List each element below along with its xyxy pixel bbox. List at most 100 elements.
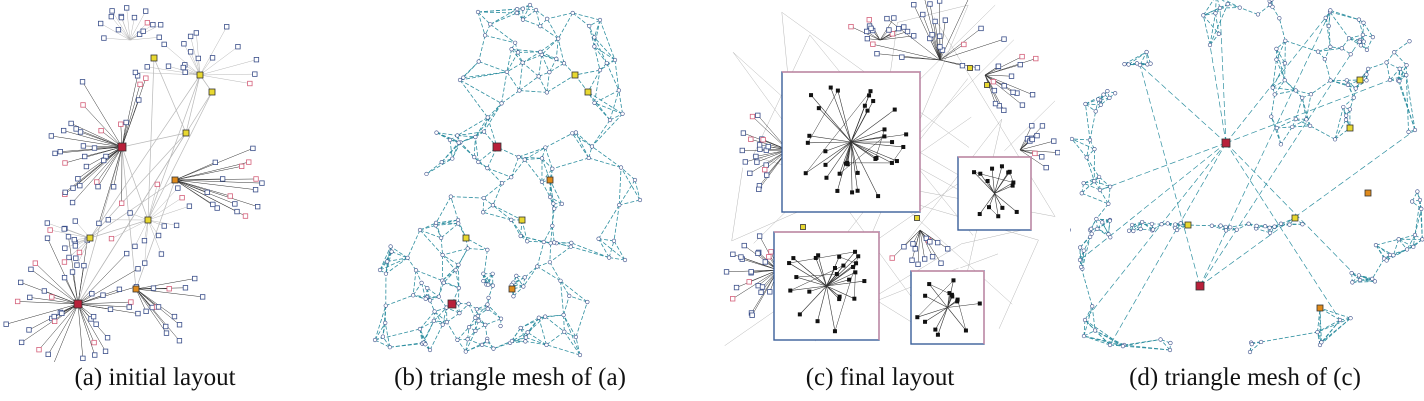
inner-node (996, 214, 1001, 219)
mesh-vertex (461, 75, 466, 80)
inner-node (823, 162, 828, 167)
leaf-node (738, 254, 744, 260)
leaf-node (756, 233, 763, 239)
leaf-node (27, 294, 33, 301)
mesh-vertex (550, 166, 555, 171)
mesh-vertex (1092, 179, 1097, 184)
mesh-vertex (1300, 95, 1305, 100)
leaf-node (90, 313, 97, 320)
inner-node (815, 319, 820, 324)
leaf-node (182, 285, 189, 291)
mesh-vertex (450, 156, 455, 161)
mesh-vertex (1397, 78, 1402, 84)
inner-node (835, 188, 840, 193)
mesh-vertex (424, 171, 429, 177)
hub-yellow-node (518, 216, 526, 224)
leaf-node (974, 65, 981, 71)
leaf-node (131, 14, 138, 21)
inner-node (923, 293, 928, 298)
mesh-vertex (481, 278, 486, 284)
mesh-vertex (556, 36, 561, 41)
leaf-node (158, 22, 164, 28)
mesh-vertex (1274, 57, 1279, 62)
mesh-vertex (1370, 276, 1375, 281)
mesh-vertex (472, 154, 477, 160)
leaf-node (911, 2, 917, 8)
leaf-node (1001, 83, 1007, 89)
hub-yellow-node (584, 88, 592, 96)
mesh-vertex (1138, 226, 1143, 232)
inner-node (837, 171, 842, 176)
leaf-node (70, 185, 76, 191)
mesh-vertex (1404, 247, 1410, 252)
leaf-node (758, 289, 764, 295)
inner-node (868, 89, 873, 94)
inner-node (852, 296, 857, 301)
leaf-node (864, 36, 870, 42)
leaf-node (150, 285, 157, 291)
mesh-vertex (514, 273, 519, 279)
leaf-node (101, 35, 107, 41)
mesh-vertex (525, 330, 530, 335)
mesh-vertex (440, 322, 445, 327)
mesh-vertex (570, 10, 575, 16)
leaf-node (81, 262, 87, 269)
mesh-vertex (570, 131, 575, 136)
inner-node (807, 133, 812, 138)
leaf-node (132, 69, 139, 76)
mesh-vertex (1322, 56, 1327, 62)
mesh-vertex (1347, 107, 1352, 112)
leaf-node (143, 75, 149, 81)
mesh-vertex (592, 100, 597, 106)
leaf-node (92, 352, 98, 358)
mesh-vertex (607, 117, 613, 123)
leaf-node (128, 299, 134, 305)
mesh-vertex (453, 268, 458, 273)
mesh-vertex (463, 349, 468, 354)
inner-node (892, 107, 897, 112)
leaf-node (136, 97, 142, 103)
mesh-vertex (547, 70, 552, 75)
mesh-vertex (466, 301, 471, 306)
mesh-vertex (498, 316, 504, 321)
mesh-vertex (1274, 46, 1279, 51)
leaf-node (89, 291, 95, 297)
leaf-node (49, 294, 55, 300)
mesh-vertex (596, 236, 601, 241)
mesh-vertex (389, 249, 394, 254)
mesh-vertex (1406, 129, 1411, 134)
mesh-vertex (637, 197, 643, 203)
mesh-vertex (1269, 114, 1274, 119)
leaf-node (942, 17, 948, 23)
mesh-vertex (1209, 223, 1214, 228)
mesh-vertex (1328, 78, 1333, 83)
mesh-vertex (509, 217, 514, 222)
mesh-vertex (1106, 232, 1111, 237)
leaf-node (757, 146, 763, 152)
leaf-node (73, 255, 79, 261)
mesh-vertex (1097, 187, 1103, 193)
leaf-node (978, 25, 984, 32)
mesh-vertex (440, 252, 445, 258)
leaf-node (127, 210, 133, 216)
mesh-vertex (612, 57, 618, 63)
mesh-vertex (1081, 181, 1086, 186)
inner-node (904, 132, 909, 137)
mesh-vertex (1384, 258, 1389, 263)
mesh-vertex (1397, 66, 1402, 71)
mesh-vertex (1213, 11, 1218, 16)
inner-node (854, 261, 859, 266)
inner-node (809, 93, 814, 98)
mesh-vertex (1353, 86, 1358, 91)
leaf-node (936, 0, 943, 4)
mesh-vertex (485, 115, 490, 120)
mesh-vertex (536, 74, 541, 79)
mesh-vertex (457, 77, 463, 83)
mesh-vertex (482, 33, 488, 38)
leaf-node (911, 33, 917, 39)
mesh-vertex (567, 293, 572, 298)
mesh-vertex (513, 40, 518, 45)
mesh-vertex (455, 133, 460, 138)
leaf-node (747, 170, 753, 176)
leaf-node (748, 269, 754, 275)
